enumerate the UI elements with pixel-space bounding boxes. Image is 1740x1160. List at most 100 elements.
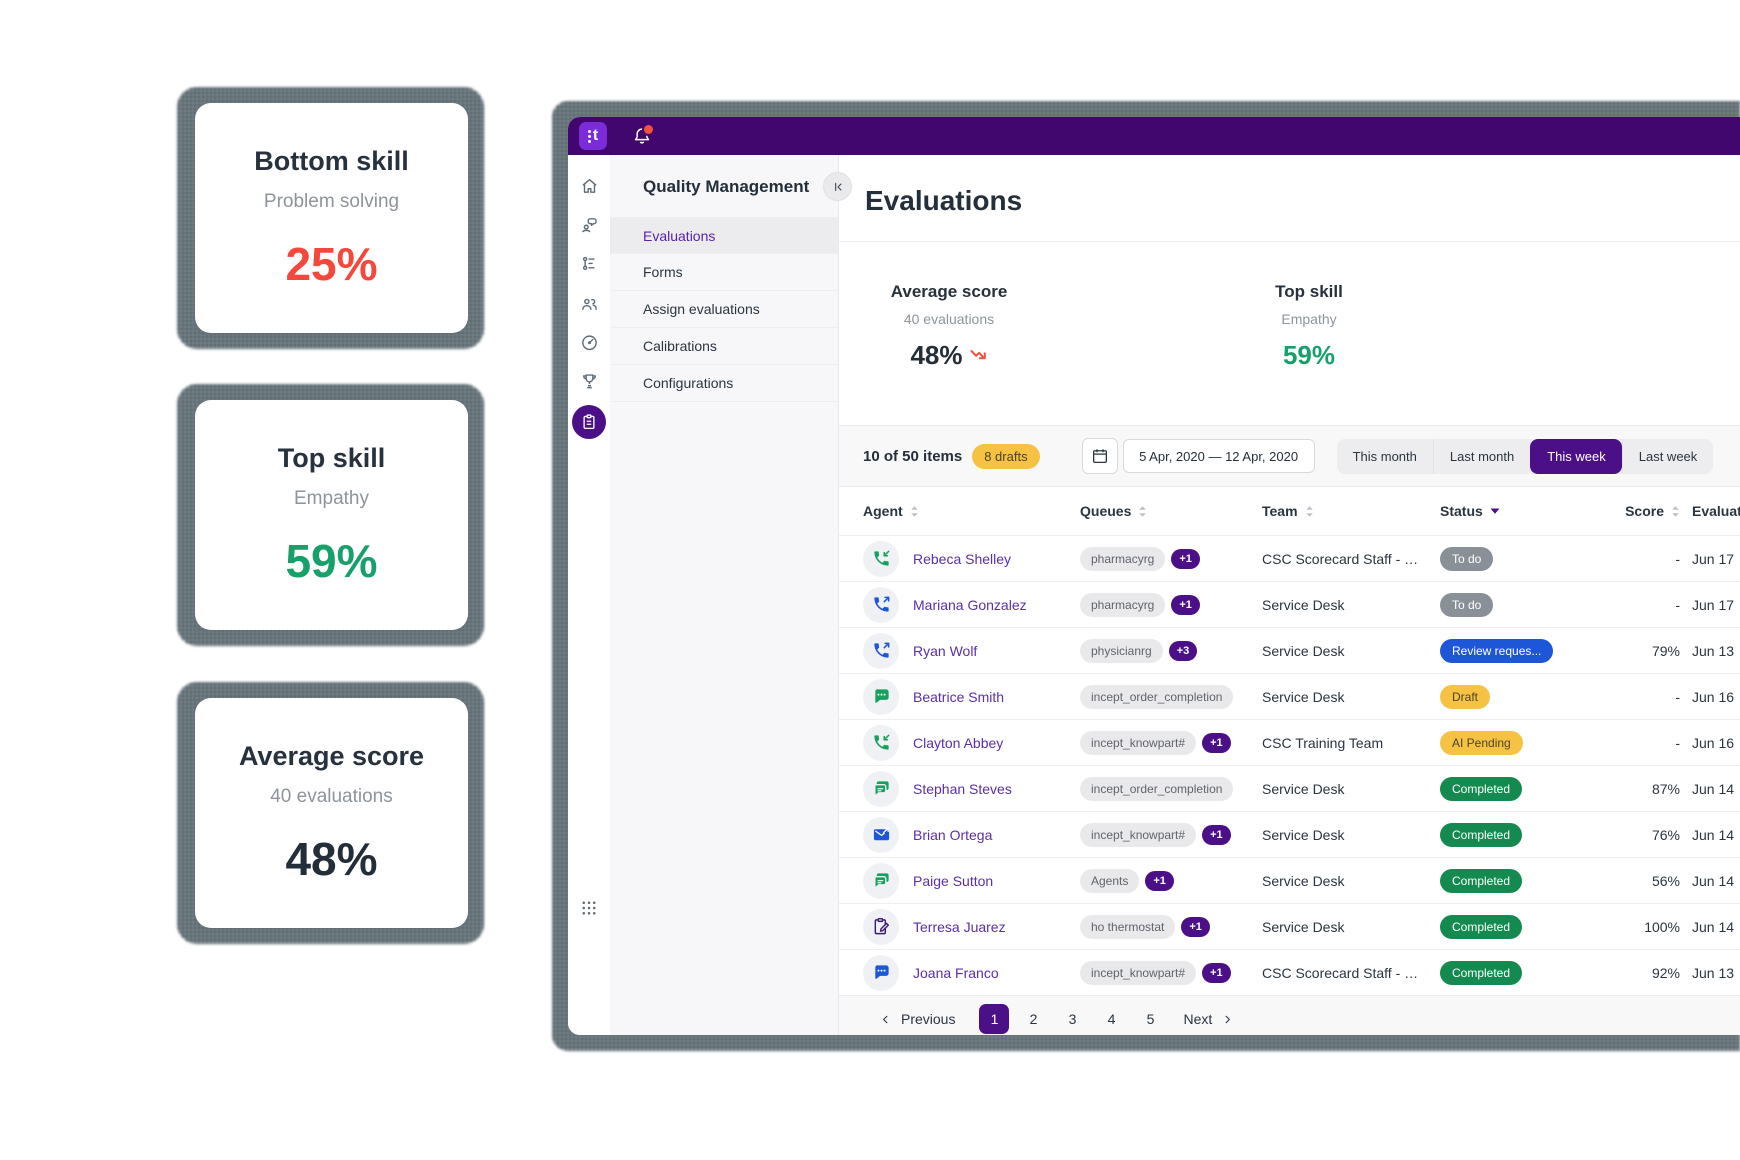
score-cell: - [1675, 550, 1680, 567]
table-row: Ryan Wolf physicianrg +3 Service Desk Re… [839, 627, 1740, 673]
previous-page-button[interactable]: Previous [880, 1011, 955, 1027]
agent-link[interactable]: Joana Franco [913, 964, 999, 981]
card-subtitle: Problem solving [263, 190, 400, 212]
menu-item-calibrations[interactable]: Calibrations [610, 328, 838, 365]
items-count: 10 of 50 items [863, 447, 963, 465]
home-icon[interactable] [578, 175, 600, 197]
column-evaluation-date[interactable]: Evaluation [1692, 503, 1740, 519]
agent-link[interactable]: Beatrice Smith [913, 688, 1005, 705]
stat-value: 48% [839, 340, 1059, 371]
date-range-field[interactable]: 5 Apr, 2020 — 12 Apr, 2020 [1122, 439, 1315, 473]
menu-item-evaluations[interactable]: Evaluations [610, 217, 838, 254]
page-button-2[interactable]: 2 [1018, 1004, 1048, 1034]
column-queues[interactable]: Queues [1080, 503, 1262, 519]
average-score-stat: Average score 40 evaluations 48% [839, 282, 1059, 371]
page-button-3[interactable]: 3 [1057, 1004, 1087, 1034]
status-badge: AI Pending [1440, 730, 1523, 755]
page-button-4[interactable]: 4 [1096, 1004, 1126, 1034]
score-cell: 76% [1651, 826, 1680, 843]
card-title: Top skill [277, 442, 386, 473]
next-page-button[interactable]: Next [1183, 1011, 1233, 1027]
score-cell: - [1675, 734, 1680, 751]
team-cell: CSC Scorecard Staff - Re... [1262, 964, 1434, 981]
main-content: Evaluations Average score 40 evaluations… [839, 155, 1740, 1035]
notification-bell-icon[interactable] [631, 123, 655, 147]
chevron-left-icon [883, 1015, 888, 1023]
chevron-right-icon [1225, 1015, 1231, 1023]
notification-dot [642, 123, 655, 136]
status-badge: To do [1440, 546, 1494, 571]
column-status[interactable]: Status [1440, 503, 1621, 519]
table-row: Joana Franco incept_knowpart# +1 CSC Sco… [839, 949, 1740, 995]
status-badge: Draft [1440, 684, 1491, 709]
menu-item-assign-evaluations[interactable]: Assign evaluations [610, 291, 838, 328]
quality-management-icon[interactable] [572, 405, 606, 439]
team-cell: CSC Scorecard Staff - Re... [1262, 550, 1434, 567]
score-cell: - [1675, 688, 1680, 705]
period-last-month[interactable]: Last month [1432, 438, 1530, 474]
team-icon[interactable] [578, 292, 600, 314]
quality-management-panel: Quality Management Evaluations Forms Ass… [610, 155, 852, 1035]
status-badge: Review reques... [1440, 638, 1554, 663]
team-cell: Service Desk [1262, 872, 1345, 889]
team-cell: Service Desk [1262, 688, 1345, 705]
table-row: Clayton Abbey incept_knowpart# +1 CSC Tr… [839, 719, 1740, 765]
collapse-panel-button[interactable] [823, 172, 852, 201]
sort-active-icon [1490, 508, 1500, 514]
average-score-card: Average score 40 evaluations 48% [195, 698, 468, 928]
status-badge: Completed [1440, 960, 1523, 985]
status-badge: To do [1440, 592, 1494, 617]
menu-item-configurations[interactable]: Configurations [610, 365, 838, 402]
agent-link[interactable]: Mariana Gonzalez [913, 596, 1027, 613]
score-cell: 92% [1651, 964, 1680, 981]
logo-letter: t [592, 127, 599, 144]
period-this-month[interactable]: This month [1337, 439, 1433, 474]
filter-bar: 10 of 50 items 8 drafts 5 Apr, 2020 — 12… [839, 425, 1740, 487]
agent-link[interactable]: Ryan Wolf [913, 642, 978, 659]
agent-link[interactable]: Brian Ortega [913, 826, 993, 843]
dashboard-icon[interactable] [578, 331, 600, 353]
date-cell: Jun 13 [1692, 642, 1735, 659]
page-button-1[interactable]: 1 [979, 1004, 1010, 1034]
top-skill-card: Top skill Empathy 59% [195, 400, 468, 630]
more-queues-pill: +3 [1168, 640, 1198, 661]
coaching-icon[interactable] [578, 214, 600, 236]
queue-chip: physicianrg [1080, 638, 1163, 663]
agent-link[interactable]: Rebeca Shelley [913, 550, 1012, 567]
card-title: Average score [238, 740, 425, 771]
column-score[interactable]: Score [1621, 503, 1680, 519]
clipboard-edit-icon [863, 908, 899, 945]
period-last-week[interactable]: Last week [1621, 438, 1714, 474]
workflow-icon[interactable] [578, 253, 600, 275]
panel-title: Quality Management [643, 177, 810, 196]
column-agent[interactable]: Agent [863, 503, 1080, 519]
app-window: t [568, 117, 1740, 1035]
bottom-skill-card: Bottom skill Problem solving 25% [195, 103, 468, 333]
date-cell: Jun 17 [1692, 550, 1735, 567]
agent-link[interactable]: Stephan Steves [913, 780, 1012, 797]
team-cell: Service Desk [1262, 596, 1345, 613]
queue-chip: incept_order_completion [1080, 776, 1234, 801]
period-this-week[interactable]: This week [1530, 438, 1622, 474]
score-cell: 79% [1651, 642, 1680, 659]
page-button-5[interactable]: 5 [1135, 1004, 1165, 1034]
leaderboard-icon[interactable] [578, 370, 600, 392]
chat-message-icon [863, 678, 899, 715]
date-cell: Jun 16 [1692, 734, 1735, 751]
page-numbers: 1 2 3 4 5 [979, 1004, 1165, 1034]
more-queues-pill: +1 [1202, 824, 1231, 845]
calendar-button[interactable] [1081, 438, 1118, 474]
apps-grid-icon[interactable] [568, 899, 610, 917]
page-title: Evaluations [865, 185, 1023, 216]
stat-sub: Empathy [1281, 311, 1337, 327]
menu-item-forms[interactable]: Forms [610, 254, 838, 291]
score-cell: 87% [1651, 780, 1680, 797]
date-cell: Jun 13 [1692, 964, 1735, 981]
table-row: Brian Ortega incept_knowpart# +1 Service… [839, 811, 1740, 857]
phone-inbound-icon [863, 540, 899, 577]
agent-link[interactable]: Paige Sutton [913, 872, 994, 889]
agent-link[interactable]: Clayton Abbey [913, 734, 1004, 751]
agent-link[interactable]: Terresa Juarez [913, 918, 1006, 935]
app-logo[interactable]: t [579, 122, 607, 150]
column-team[interactable]: Team [1262, 503, 1440, 519]
